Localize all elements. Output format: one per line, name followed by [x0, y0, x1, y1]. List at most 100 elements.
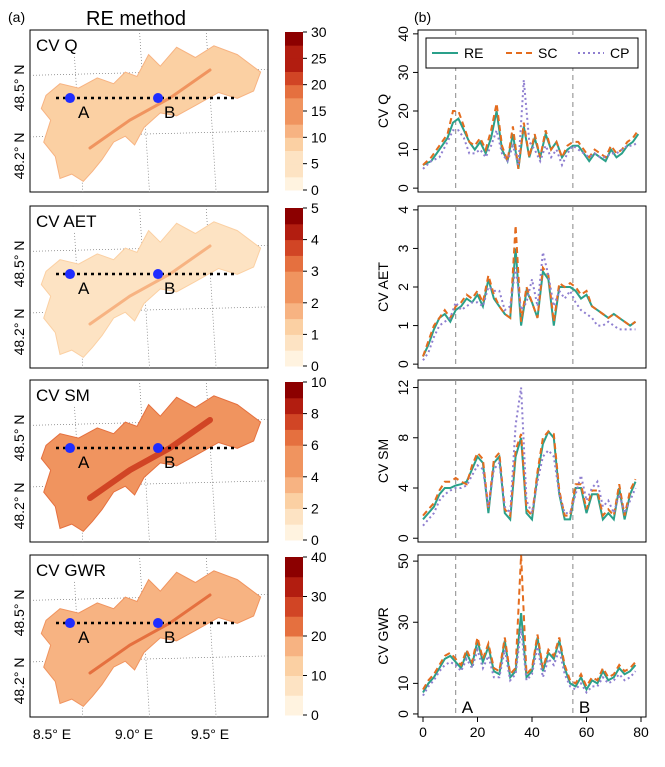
panel-a-label: (a)	[8, 9, 25, 25]
series-sc-line	[422, 554, 637, 691]
legend-label-re: RE	[464, 45, 483, 61]
colorbar-tick-label: 0	[311, 532, 319, 548]
colorbar-band	[285, 636, 303, 657]
colorbar-band	[285, 137, 303, 151]
point-a-marker	[65, 93, 75, 104]
y-tick-label: 10	[395, 675, 411, 691]
colorbar: 0 1 2 3 4 5	[285, 200, 319, 374]
series-re-line	[422, 613, 637, 694]
transect-marker-label: B	[579, 698, 590, 717]
map-panel-2: A B CV AET 48.2° N 48.5° N 0 1 2 3 4 5	[11, 200, 319, 374]
legend: RE SC CP	[425, 37, 639, 69]
high-value-streak	[87, 417, 213, 501]
lat-label: 48.5° N	[11, 241, 27, 288]
colorbar-band	[285, 655, 303, 676]
colorbar-tick-label: 5	[311, 200, 319, 216]
colorbar-band	[285, 334, 303, 351]
colorbar-tick-label: 40	[311, 549, 327, 565]
point-b-marker	[153, 269, 163, 280]
colorbar-tick-label: 2	[311, 295, 319, 311]
lon-label: 8.5° E	[33, 726, 71, 742]
colorbar-band	[285, 58, 303, 72]
series-sc-line	[422, 103, 640, 170]
colorbar-tick-label: 0	[311, 182, 319, 198]
colorbar-band	[285, 616, 303, 637]
point-b-marker	[153, 618, 163, 629]
colorbar-band	[285, 163, 303, 178]
x-tick-label: 60	[579, 724, 595, 740]
y-tick-label: 4	[395, 484, 411, 492]
map-panel-3: A B CV SM 48.2° N 48.5° N 0 2 4 6 8 10	[11, 374, 327, 548]
colorbar-tick-label: 5	[311, 156, 319, 172]
series-cp-line	[422, 628, 637, 697]
y-tick-label: 0	[395, 360, 411, 368]
colorbar-band	[285, 476, 303, 494]
catchment-area	[40, 45, 262, 183]
colorbar-band	[285, 255, 303, 272]
colorbar-tick-label: 0	[311, 358, 319, 374]
lat-label: 48.2° N	[11, 309, 27, 356]
catchment-area	[40, 395, 262, 533]
map-panel-4: A B CV GWR 48.2° N 48.5° N 0 10 20 30 40	[11, 549, 327, 723]
colorbar-tick-label: 0	[311, 707, 319, 723]
x-tick-label: 20	[470, 724, 486, 740]
y-tick-label: 1	[395, 321, 411, 329]
series-cp-line	[422, 80, 639, 170]
map-title-bg	[32, 557, 104, 581]
series-cp-line	[422, 387, 637, 527]
line-plot-4: 0 10 30 50 CV GWR A B 0 20 40 60 80	[375, 553, 649, 740]
colorbar-band	[285, 287, 303, 304]
y-axis-label: CV SM	[375, 439, 391, 483]
y-tick-label: 12	[395, 380, 411, 396]
map-title: CV AET	[36, 212, 96, 231]
colorbar-tick-label: 25	[311, 50, 327, 66]
lat-label: 48.5° N	[11, 415, 27, 462]
y-tick-label: 20	[395, 103, 411, 119]
map-title-bg	[32, 208, 104, 232]
lon-label: 9.0° E	[115, 726, 153, 742]
colorbar-band	[285, 350, 303, 367]
legend-label-cp: CP	[610, 45, 629, 61]
lat-label: 48.2° N	[11, 658, 27, 705]
y-tick-label: 2	[395, 283, 411, 291]
colorbar-band	[285, 111, 303, 125]
colorbar-band	[285, 382, 303, 399]
y-tick-label: 8	[395, 434, 411, 442]
lat-label: 48.2° N	[11, 133, 27, 180]
colorbar-band	[285, 271, 303, 288]
colorbar: 0 10 20 30 40	[285, 549, 327, 723]
point-b-label: B	[164, 279, 175, 298]
y-axis-label: CV AET	[375, 262, 391, 312]
colorbar-tick-label: 4	[311, 232, 319, 248]
map-title: CV SM	[36, 386, 90, 405]
colorbar-band	[285, 557, 303, 578]
x-tick-label: 80	[633, 724, 649, 740]
colorbar-tick-label: 10	[311, 374, 327, 390]
colorbar-tick-label: 20	[311, 628, 327, 644]
colorbar-band	[285, 239, 303, 256]
catchment-area	[40, 221, 262, 359]
high-value-streak	[88, 593, 212, 675]
line-plot-3: 0 4 8 12 CV SM	[375, 379, 647, 543]
lat-label: 48.5° N	[11, 65, 27, 112]
y-tick-label: 0	[395, 534, 411, 542]
point-a-label: A	[78, 103, 90, 122]
colorbar-band	[285, 695, 303, 716]
y-axis-label: CV Q	[375, 94, 391, 128]
colorbar-band	[285, 429, 303, 446]
point-b-marker	[153, 443, 163, 454]
panel-b-label: (b)	[414, 9, 431, 25]
figure-title: RE method	[86, 8, 186, 30]
map-title: CV GWR	[36, 561, 106, 580]
colorbar-band	[285, 492, 303, 509]
y-tick-label: 40	[395, 26, 411, 42]
colorbar-band	[285, 675, 303, 696]
lon-label: 9.5° E	[191, 726, 229, 742]
catchment-area	[40, 570, 262, 708]
y-tick-label: 4	[395, 206, 411, 214]
colorbar-tick-label: 8	[311, 406, 319, 422]
colorbar-band	[285, 176, 303, 191]
